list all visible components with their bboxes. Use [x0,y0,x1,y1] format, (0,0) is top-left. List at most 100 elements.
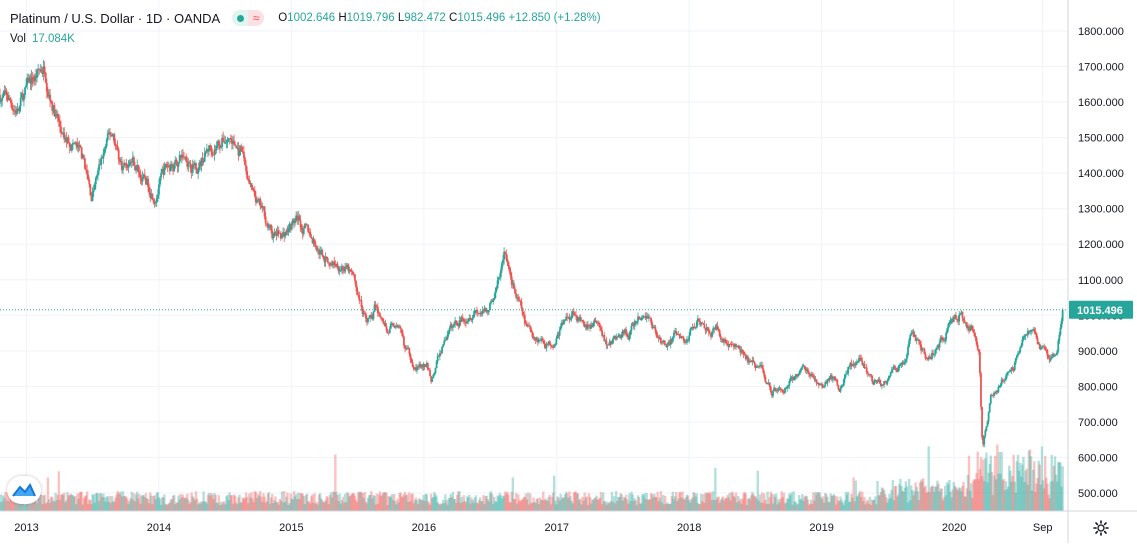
candle [1030,329,1032,336]
candle-body [806,368,809,373]
candle-body [908,340,911,347]
candle-body [1014,357,1017,363]
candle-body [886,380,889,384]
candle [8,95,11,101]
candle-body [97,170,99,176]
volume-bar [968,490,972,511]
volume-bar [606,501,609,511]
volume-bar [667,504,670,511]
volume-label[interactable]: Vol [10,33,26,45]
symbol-title[interactable]: Platinum / U.S. Dollar · 1D · OANDA [10,10,221,26]
volume-bar [66,492,69,511]
volume-bar [124,495,127,511]
candle [806,367,809,375]
candle [91,187,94,202]
volume-bar [360,492,363,511]
status-pill[interactable]: ≈ [232,10,265,26]
candle [572,307,575,317]
volume-bar [919,479,923,511]
candle [31,71,34,87]
candle [725,339,728,346]
candle [698,318,700,322]
volume-bar [783,503,787,511]
candle-body [841,385,844,387]
gear-icon[interactable] [1092,519,1110,537]
candle [270,223,273,234]
candle [855,359,858,366]
volume-bar [618,496,621,511]
volume-bar [612,496,616,511]
volume-bar [250,492,253,511]
volume-bar [559,493,562,511]
volume-bar [995,479,998,511]
candle-body [915,339,918,341]
volume-bar [461,502,464,511]
volume-bar [769,491,773,511]
candle-body [433,372,436,375]
candle-body [1044,346,1047,350]
candle-body [52,105,55,111]
candle [328,262,331,270]
candle-body [827,378,830,381]
candle-body [15,110,18,114]
candle-body [796,374,798,377]
volume-bar [208,495,212,511]
volume-bar [42,495,45,511]
candle-body [491,300,494,302]
candle [1008,369,1011,373]
candle-body [182,154,184,157]
volume-bar [403,492,407,511]
candle [630,322,633,335]
candle-body [138,171,141,174]
candle [984,429,987,439]
grid [0,0,1068,511]
candle [986,420,989,428]
candle [654,324,657,335]
candle [507,261,510,270]
candle [775,387,778,393]
volume-bar [646,499,650,511]
candle-body [66,137,69,143]
candle-body [265,223,268,225]
candle [771,390,773,399]
candle-body [889,372,892,377]
volume-bar [235,502,238,511]
wave-icon[interactable]: ≈ [248,10,265,26]
candle-body [51,102,54,111]
volume-bar [852,477,855,511]
candle-body [259,198,262,206]
candle-body [743,354,746,356]
candle-body [516,297,519,298]
candle-body [902,362,905,365]
volume-bar [20,501,23,511]
candle [687,338,690,342]
candle-body [355,280,357,288]
volume-bar [337,500,340,511]
candle-body [392,323,394,326]
candle [50,99,53,104]
candle [964,322,967,327]
candle-body [512,283,515,289]
volume-bar [382,492,385,511]
volume-bar [669,503,672,511]
candle-body [686,339,688,343]
volume-bar [1059,462,1062,511]
candle [210,145,213,158]
candle-body [897,368,900,372]
green-dot-icon[interactable] [232,10,249,26]
volume-bar [274,496,277,511]
candle-body [890,370,893,373]
tradingview-logo-icon[interactable] [7,476,41,504]
volume-bar [572,492,575,511]
candle [380,316,382,321]
candle [983,435,986,448]
candle-body [437,355,440,357]
candle [121,156,123,174]
candle-body [892,365,895,370]
volume-bar [841,502,844,511]
candle-body [1061,309,1064,322]
candle-body [129,161,132,163]
candle-body [947,323,950,329]
